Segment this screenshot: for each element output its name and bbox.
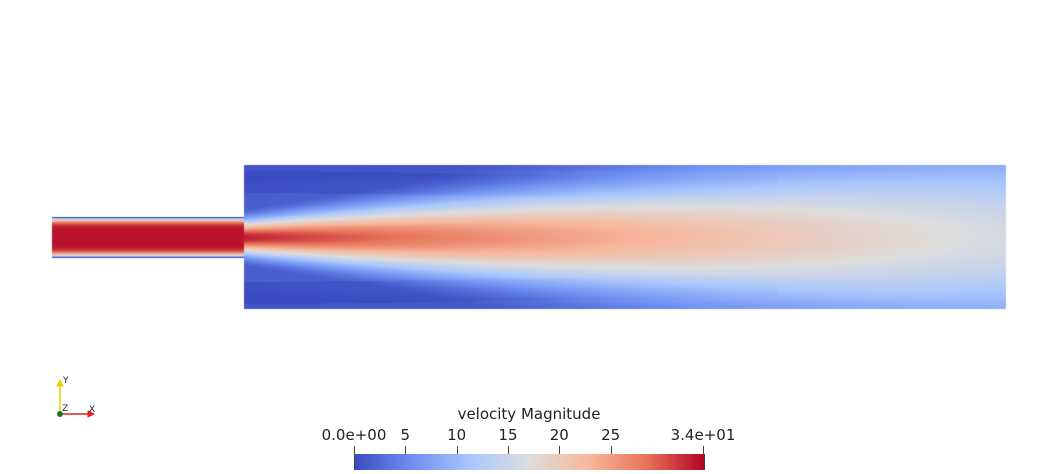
x-axis-arrow-head [87, 410, 96, 418]
colorbar-tick-mark [354, 446, 355, 458]
axes-triad-icon [56, 378, 96, 418]
colorbar-title: velocity Magnitude [457, 405, 601, 423]
colorbar-tick-label: 25 [601, 426, 621, 444]
y-axis-label: Y [63, 376, 69, 386]
colorbar-tick-label: 5 [400, 426, 411, 444]
orientation-axes: Y X Z [50, 376, 100, 422]
colorbar-tick-label: 20 [549, 426, 569, 444]
colorbar-tick-mark [610, 446, 612, 458]
colorbar-tick-mark [405, 446, 407, 458]
colorbar-tick-mark [703, 446, 704, 458]
colorbar-tick-mark [559, 446, 561, 458]
colorbar-tick-label: 3.4e+01 [670, 426, 736, 444]
colorbar-tick-mark [456, 446, 458, 458]
scalar-colorbar: velocity Magnitude 0.0e+00 5 10 15 20 25 3.4e+… [300, 400, 760, 474]
y-axis-arrow-head [56, 378, 64, 387]
colorbar-tick-label: 10 [447, 426, 467, 444]
z-axis-label: Z [62, 404, 69, 414]
x-axis-label: X [89, 405, 96, 415]
z-axis-dot [57, 411, 63, 417]
colorbar-tick-mark [507, 446, 509, 458]
colorbar-tick-label: 0.0e+00 [321, 426, 387, 444]
colorbar-gradient [354, 454, 705, 470]
colorbar-tick-label: 15 [498, 426, 518, 444]
